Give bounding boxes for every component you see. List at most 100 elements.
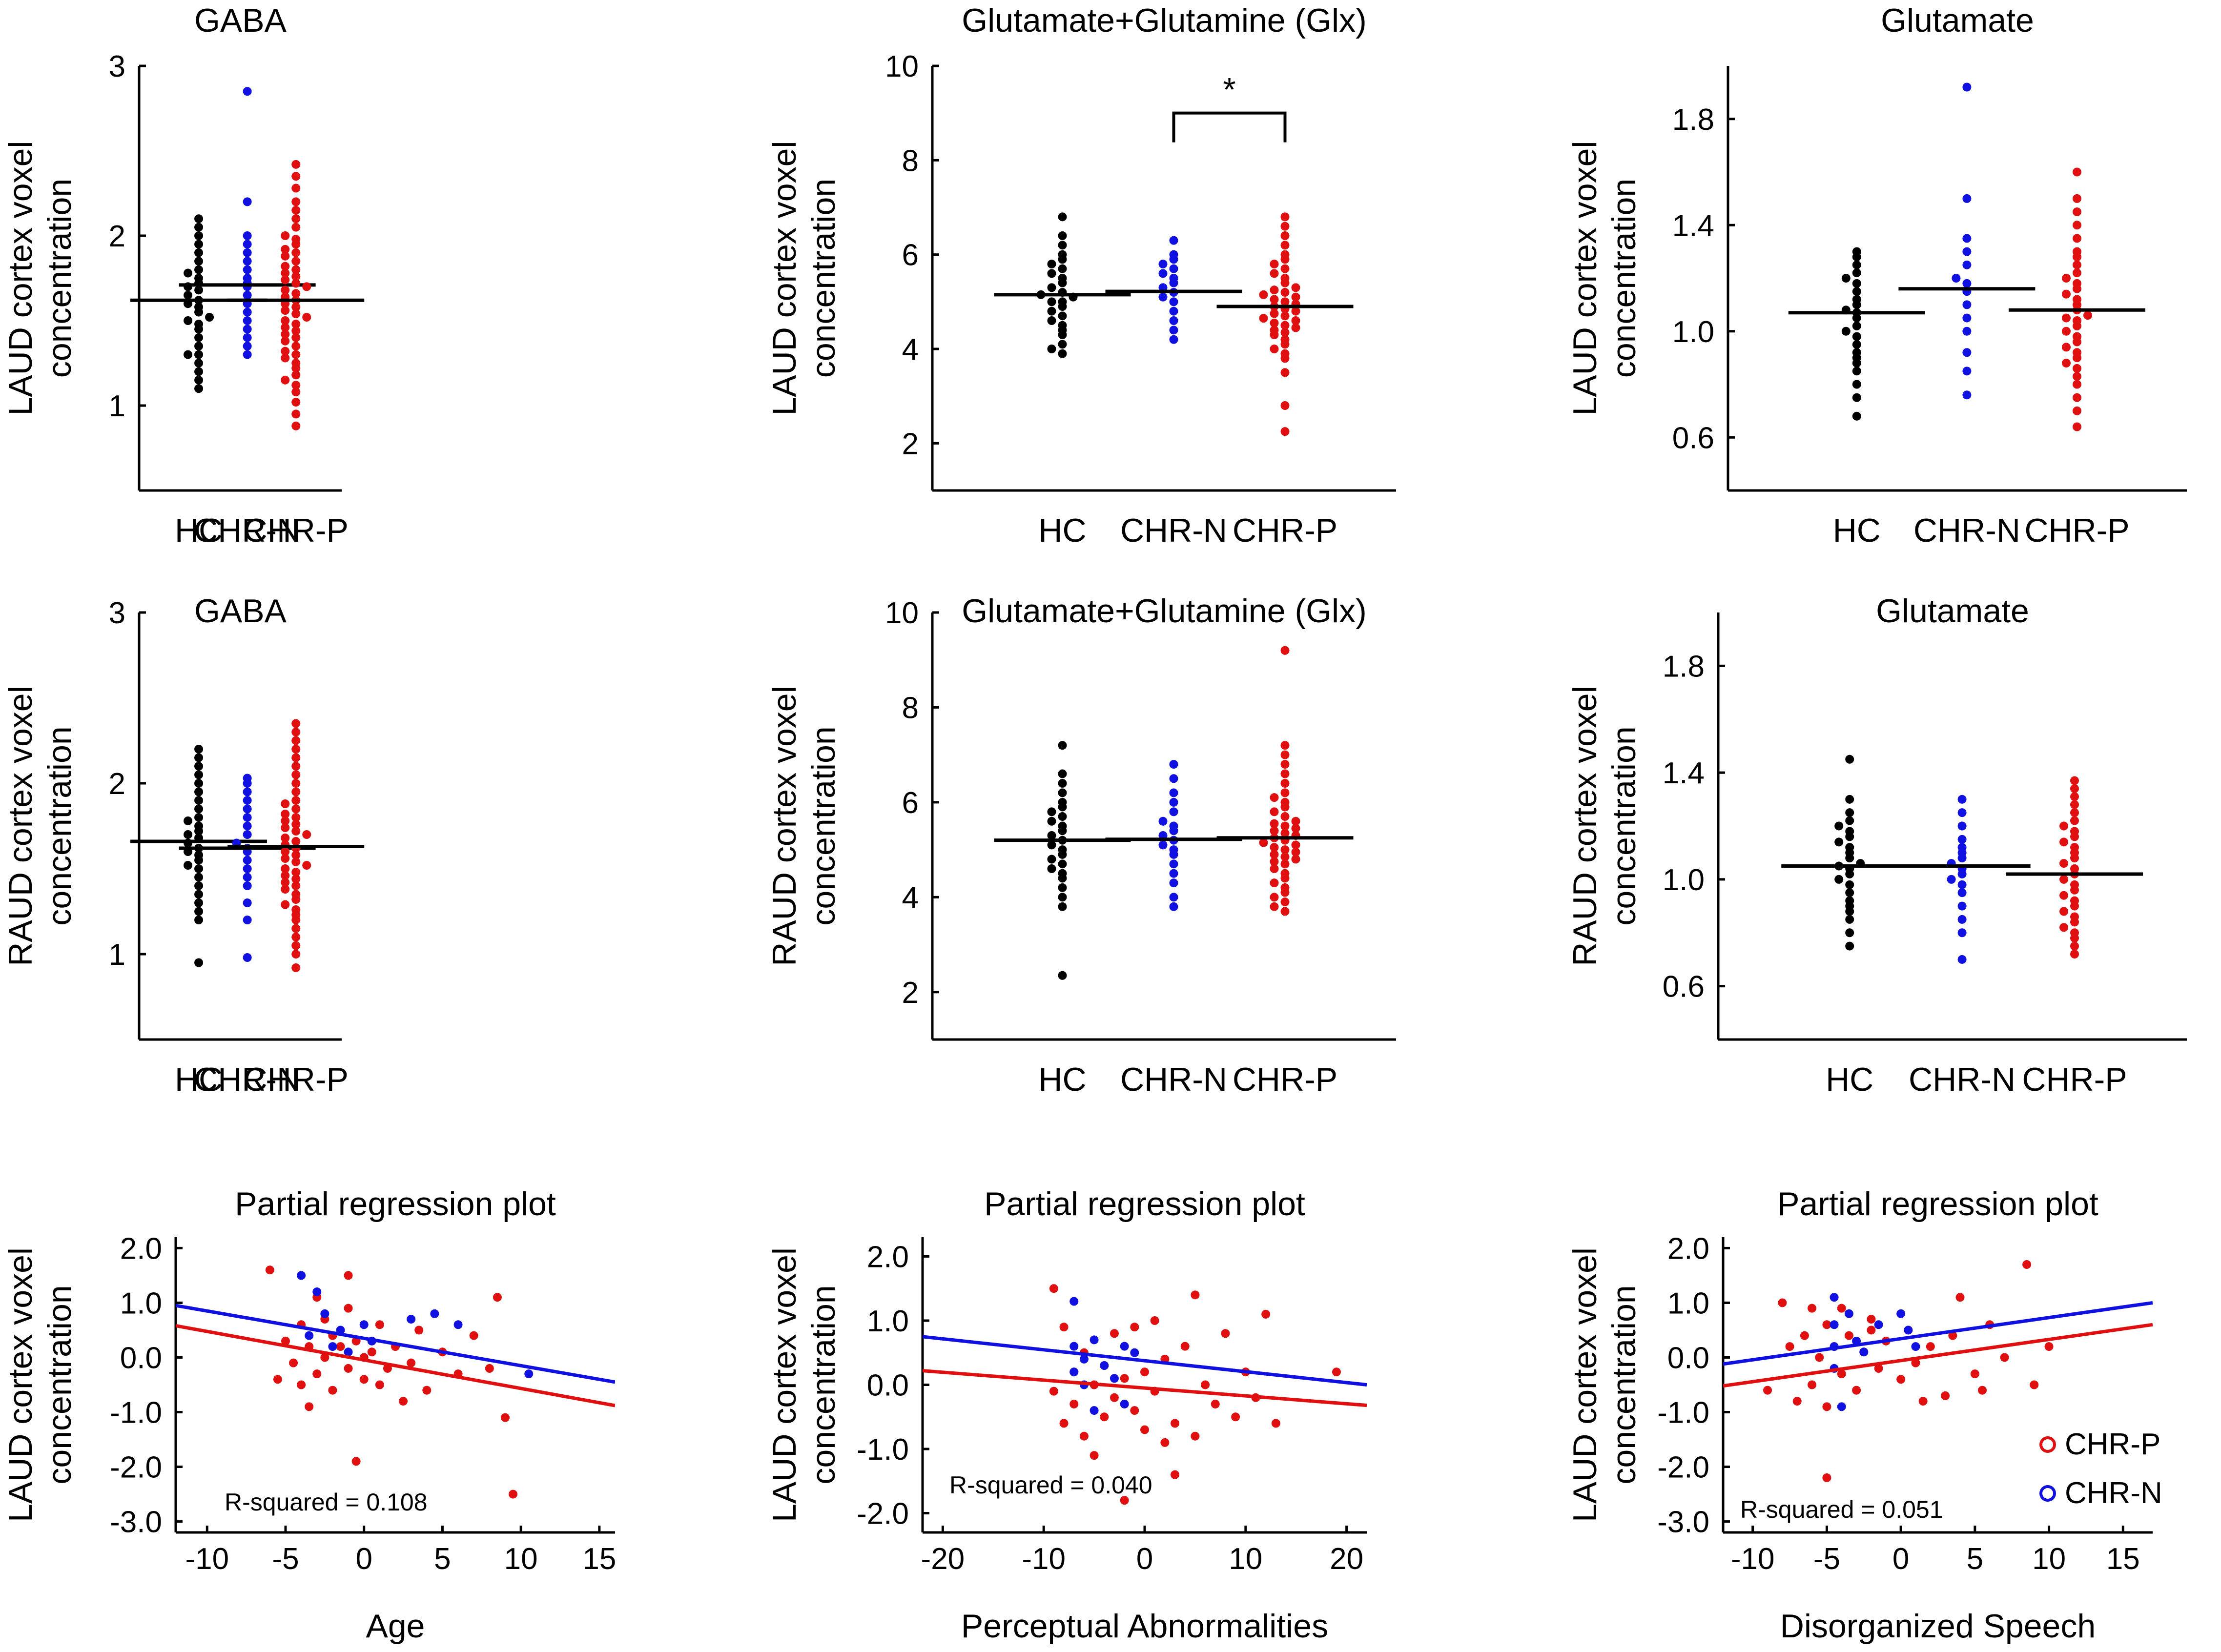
- data-point: [281, 864, 290, 873]
- y-axis-label: LAUD cortex voxelconcentration: [766, 141, 842, 415]
- data-point: [1845, 755, 1854, 764]
- y-tick-label: 1.0: [1667, 1286, 1709, 1320]
- data-point: [1845, 896, 1854, 905]
- data-point: [430, 1309, 439, 1318]
- data-point: [1792, 1397, 1802, 1406]
- chart-title: Partial regression plot: [984, 1185, 1305, 1223]
- data-point: [2059, 923, 2068, 932]
- chart-title: Glutamate+Glutamine (Glx): [962, 2, 1367, 39]
- data-point: [1280, 779, 1290, 788]
- y-tick-label: 10: [885, 596, 919, 630]
- data-point: [243, 248, 252, 257]
- data-point: [2073, 221, 2081, 230]
- y-axis-label: RAUD cortex voxelconcentration: [2, 686, 78, 966]
- data-point: [281, 810, 290, 818]
- y-tick-label: 1.8: [1663, 650, 1705, 683]
- data-point: [1058, 311, 1067, 321]
- data-point: [493, 1293, 502, 1302]
- data-point: [1191, 1431, 1200, 1441]
- data-point: [1270, 309, 1279, 318]
- data-point: [1867, 1326, 1876, 1335]
- data-point: [302, 282, 311, 291]
- data-point: [291, 370, 301, 380]
- data-point: [194, 359, 204, 367]
- y-tick-label: 0.0: [120, 1341, 162, 1375]
- data-point: [2059, 821, 2068, 831]
- series-chr-p: [227, 160, 365, 430]
- y-tick-label: 0.0: [1667, 1341, 1709, 1375]
- data-point: [2070, 880, 2079, 889]
- data-point: [194, 890, 204, 899]
- chart-raud-glx: Glutamate+Glutamine (Glx) RAUD cortex vox…: [766, 592, 1396, 1098]
- data-point: [1271, 1419, 1280, 1428]
- data-point: [344, 1364, 353, 1373]
- data-point: [194, 898, 204, 907]
- x-tick-label: -10: [1022, 1542, 1066, 1576]
- data-point: [291, 289, 301, 298]
- data-point: [407, 1358, 416, 1367]
- data-point: [1962, 194, 1972, 203]
- significance-bracket: [1172, 111, 1287, 143]
- data-point: [1280, 321, 1290, 330]
- data-point: [243, 197, 252, 206]
- data-point: [1955, 1293, 1965, 1302]
- data-point: [1069, 1367, 1079, 1377]
- data-point: [1785, 1342, 1794, 1351]
- data-point: [281, 871, 290, 880]
- data-point: [291, 762, 301, 771]
- data-point: [243, 265, 252, 274]
- data-point: [422, 1386, 432, 1395]
- data-point: [243, 873, 252, 882]
- data-point: [1280, 297, 1290, 306]
- data-point: [243, 864, 252, 873]
- data-point: [291, 933, 301, 941]
- data-point: [291, 223, 301, 232]
- data-point: [194, 813, 204, 822]
- fit-line-chr-n: [1723, 1301, 2153, 1366]
- data-point: [243, 916, 252, 924]
- data-point: [291, 326, 301, 335]
- data-point: [351, 1457, 361, 1466]
- data-point: [1059, 1323, 1069, 1332]
- data-point: [1852, 332, 1861, 341]
- y-axis-label-line: LAUD cortex voxel: [2, 1247, 39, 1522]
- data-point: [2073, 406, 2081, 415]
- data-point: [281, 847, 290, 856]
- y-axis-label: LAUD cortex voxelconcentration: [2, 1247, 78, 1522]
- data-point: [2062, 274, 2071, 283]
- data-point: [1191, 1290, 1200, 1300]
- data-point: [1047, 316, 1056, 325]
- data-point: [2022, 1260, 2032, 1269]
- data-point: [1169, 264, 1178, 273]
- data-point: [1169, 788, 1178, 797]
- data-point: [205, 313, 214, 322]
- data-point: [1069, 1342, 1079, 1351]
- y-tick-label: 1.0: [1663, 863, 1705, 897]
- data-point: [1058, 349, 1067, 358]
- data-point: [1047, 840, 1056, 850]
- x-tick-label: 20: [1330, 1542, 1363, 1576]
- data-point: [1130, 1348, 1139, 1357]
- x-tick-label: -10: [185, 1542, 229, 1576]
- data-point: [1158, 260, 1168, 268]
- y-tick-label: 2.0: [120, 1232, 162, 1265]
- data-point: [1231, 1412, 1240, 1422]
- category-label-chr-p: CHR-P: [244, 1061, 349, 1098]
- data-point: [1830, 1293, 1839, 1302]
- data-point: [1058, 241, 1067, 250]
- data-point: [1058, 264, 1067, 273]
- series-hc: [1781, 755, 1918, 951]
- y-tick-label: -2.0: [1657, 1451, 1709, 1485]
- data-point: [1169, 807, 1178, 816]
- x-tick-label: -5: [272, 1542, 299, 1576]
- data-point: [1069, 1399, 1079, 1408]
- data-point: [1957, 835, 1967, 844]
- data-point: [1058, 971, 1067, 980]
- data-point: [1158, 269, 1168, 278]
- data-point: [1169, 236, 1178, 245]
- data-point: [1845, 843, 1854, 852]
- series-hc: [994, 212, 1131, 358]
- fit-line-chr-n: [176, 1304, 615, 1384]
- data-point: [1957, 955, 1967, 964]
